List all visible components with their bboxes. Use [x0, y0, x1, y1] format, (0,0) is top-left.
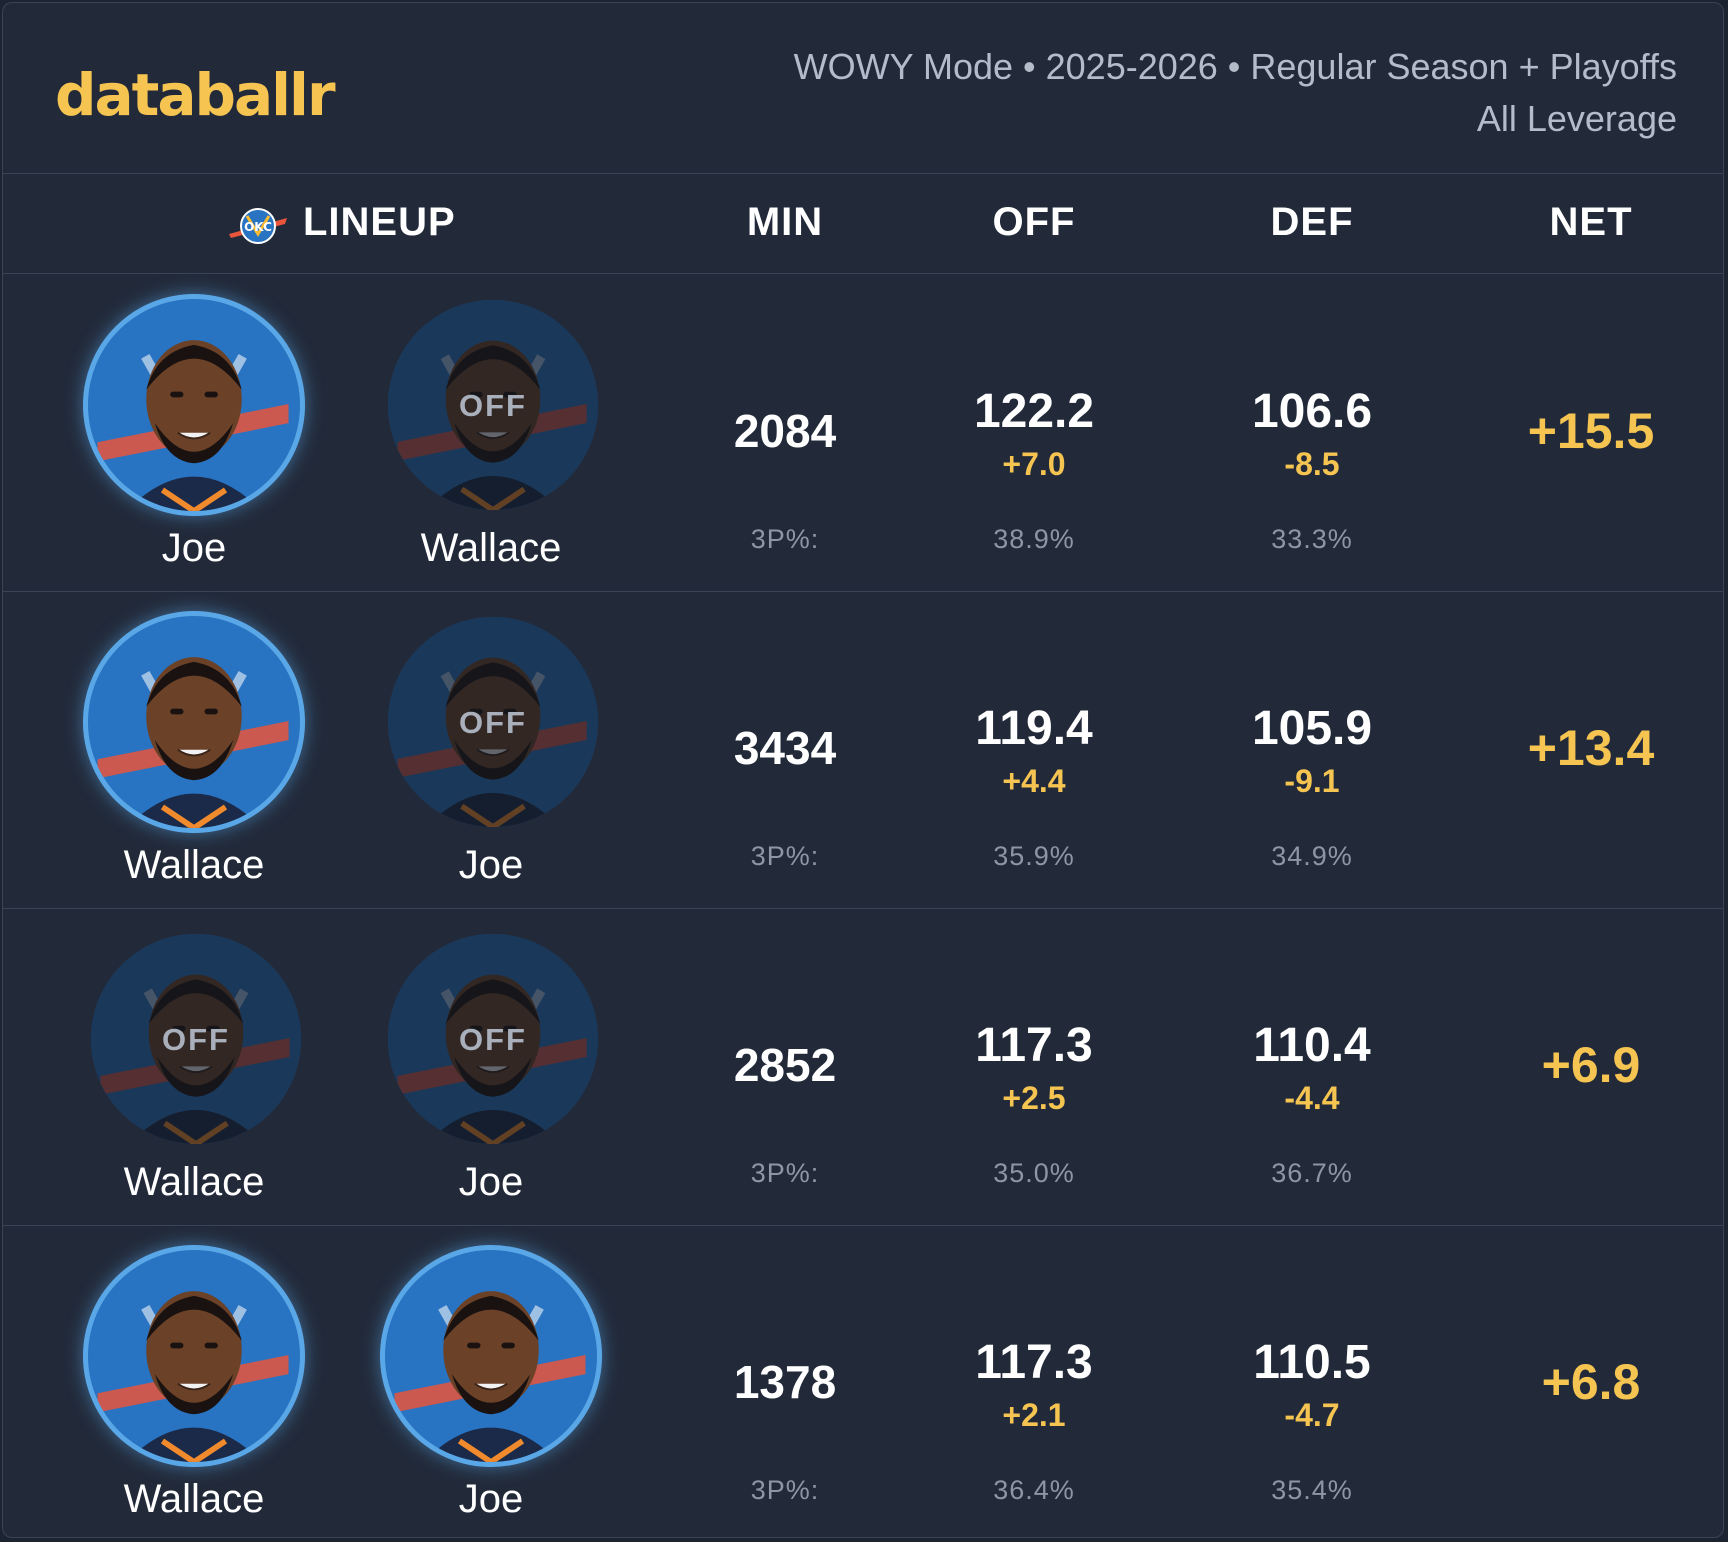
off-rating: 119.4 [975, 702, 1093, 755]
off-overlay [388, 300, 598, 510]
header: databallr WOWY Mode • 2025-2026 • Regula… [3, 3, 1723, 174]
player-name: Joe [458, 843, 524, 887]
three-pt-label: 3P%: [750, 841, 820, 871]
off-court-label: OFF [459, 1022, 527, 1057]
def-three-pt-pct: 36.7% [1271, 1158, 1353, 1188]
off-rating: 117.3 [975, 1019, 1093, 1072]
player-avatar[interactable] [83, 1245, 305, 1467]
off-court-label: OFF [459, 388, 527, 423]
player-headshot-icon [97, 657, 289, 828]
minutes-value: 2852 [733, 1039, 837, 1091]
player-slot[interactable]: Joe [79, 274, 309, 591]
off-rating-diff: +7.0 [1002, 446, 1066, 482]
def-three-pt-pct: 35.4% [1271, 1475, 1353, 1505]
net-rating: +13.4 [1527, 720, 1655, 776]
player-name: Joe [458, 1477, 524, 1521]
player-headshot-icon [97, 1291, 289, 1462]
player-slot[interactable]: Wallace [79, 591, 309, 908]
filter-line-mode-season: WOWY Mode • 2025-2026 • Regular Season +… [793, 46, 1677, 87]
player-slot[interactable]: OFF Joe [376, 908, 606, 1225]
off-three-pt-pct: 35.9% [993, 841, 1075, 871]
minutes-value: 1378 [733, 1356, 837, 1408]
filter-line-leverage: All Leverage [1476, 98, 1677, 139]
player-name: Wallace [123, 1477, 265, 1521]
player-headshot-icon [388, 934, 598, 1144]
def-rating: 110.5 [1253, 1336, 1371, 1389]
def-rating-diff: -8.5 [1284, 446, 1340, 482]
okc-logo-text: OKC [244, 220, 272, 234]
player-slot[interactable]: Joe [376, 1225, 606, 1537]
player-headshot-icon [91, 934, 301, 1144]
def-rating-diff: -4.7 [1284, 1397, 1340, 1433]
player-headshot-icon [97, 340, 289, 511]
off-rating-diff: +2.1 [1002, 1397, 1066, 1433]
player-slot[interactable]: OFF Wallace [376, 274, 606, 591]
off-three-pt-pct: 36.4% [993, 1475, 1075, 1505]
off-overlay [388, 934, 598, 1144]
column-header-def[interactable]: DEF [1270, 200, 1354, 244]
minutes-value: 2084 [733, 405, 837, 457]
player-headshot-icon [388, 300, 598, 510]
player-slot[interactable]: Wallace [79, 1225, 309, 1537]
player-headshot-icon [394, 1291, 586, 1462]
off-court-label: OFF [162, 1022, 230, 1057]
column-headers: OKC LINEUP MIN OFF DEF NET [3, 174, 1723, 274]
off-rating-diff: +2.5 [1002, 1080, 1066, 1116]
net-rating: +6.9 [1541, 1037, 1641, 1093]
player-name: Joe [161, 526, 227, 570]
player-avatar[interactable]: OFF [388, 934, 598, 1144]
okc-team-logo-icon: OKC [229, 208, 287, 244]
player-avatar[interactable] [380, 1245, 602, 1467]
three-pt-label: 3P%: [750, 1475, 820, 1505]
off-rating: 117.3 [975, 1336, 1093, 1389]
lineup-row[interactable]: Joe OFF Wallace 2084 3P%: 122.2 +7.0 38.9% 106.6… [3, 274, 1723, 592]
three-pt-label: 3P%: [750, 1158, 820, 1188]
filter-summary: WOWY Mode • 2025-2026 • Regular Season +… [794, 41, 1677, 145]
lineup-row[interactable]: OFF Wallace OFF Joe 2852 3P%: 117.3 +2.5 35.0% 11… [3, 908, 1723, 1226]
def-three-pt-pct: 34.9% [1271, 841, 1353, 871]
lineup-row[interactable]: Wallace OFF Joe 3434 3P%: 119.4 +4.4 35.9% 105.9… [3, 591, 1723, 909]
def-rating: 105.9 [1251, 702, 1373, 755]
def-rating: 110.4 [1253, 1019, 1371, 1072]
player-avatar[interactable]: OFF [91, 934, 301, 1144]
player-name: Wallace [123, 843, 265, 887]
minutes-value: 3434 [733, 722, 837, 774]
def-rating-diff: -9.1 [1284, 763, 1340, 799]
off-three-pt-pct: 35.0% [993, 1158, 1075, 1188]
lineup-row[interactable]: Wallace Joe 1378 3P%: 117.3 +2.1 36.4% 110.5 -4.… [3, 1225, 1723, 1537]
net-rating: +15.5 [1527, 403, 1655, 459]
column-header-net[interactable]: NET [1549, 200, 1633, 244]
def-rating: 106.6 [1251, 385, 1373, 438]
column-header-min[interactable]: MIN [746, 200, 824, 244]
off-rating: 122.2 [973, 385, 1095, 438]
off-overlay [388, 617, 598, 827]
column-header-lineup[interactable]: LINEUP [303, 200, 456, 244]
player-headshot-icon [388, 617, 598, 827]
player-name: Joe [458, 1160, 524, 1204]
def-three-pt-pct: 33.3% [1271, 524, 1353, 554]
three-pt-label: 3P%: [750, 524, 820, 554]
off-rating-diff: +4.4 [1002, 763, 1066, 799]
off-three-pt-pct: 38.9% [993, 524, 1075, 554]
databallr-logo[interactable]: databallr [55, 61, 336, 129]
player-avatar[interactable] [83, 294, 305, 516]
player-slot[interactable]: OFF Wallace [79, 908, 309, 1225]
off-court-label: OFF [459, 705, 527, 740]
def-rating-diff: -4.4 [1284, 1080, 1340, 1116]
player-avatar[interactable]: OFF [388, 300, 598, 510]
player-name: Wallace [420, 526, 562, 570]
player-name: Wallace [123, 1160, 265, 1204]
player-slot[interactable]: OFF Joe [376, 591, 606, 908]
off-overlay [91, 934, 301, 1144]
column-header-off[interactable]: OFF [992, 200, 1076, 244]
player-avatar[interactable] [83, 611, 305, 833]
player-avatar[interactable]: OFF [388, 617, 598, 827]
net-rating: +6.8 [1541, 1354, 1641, 1410]
